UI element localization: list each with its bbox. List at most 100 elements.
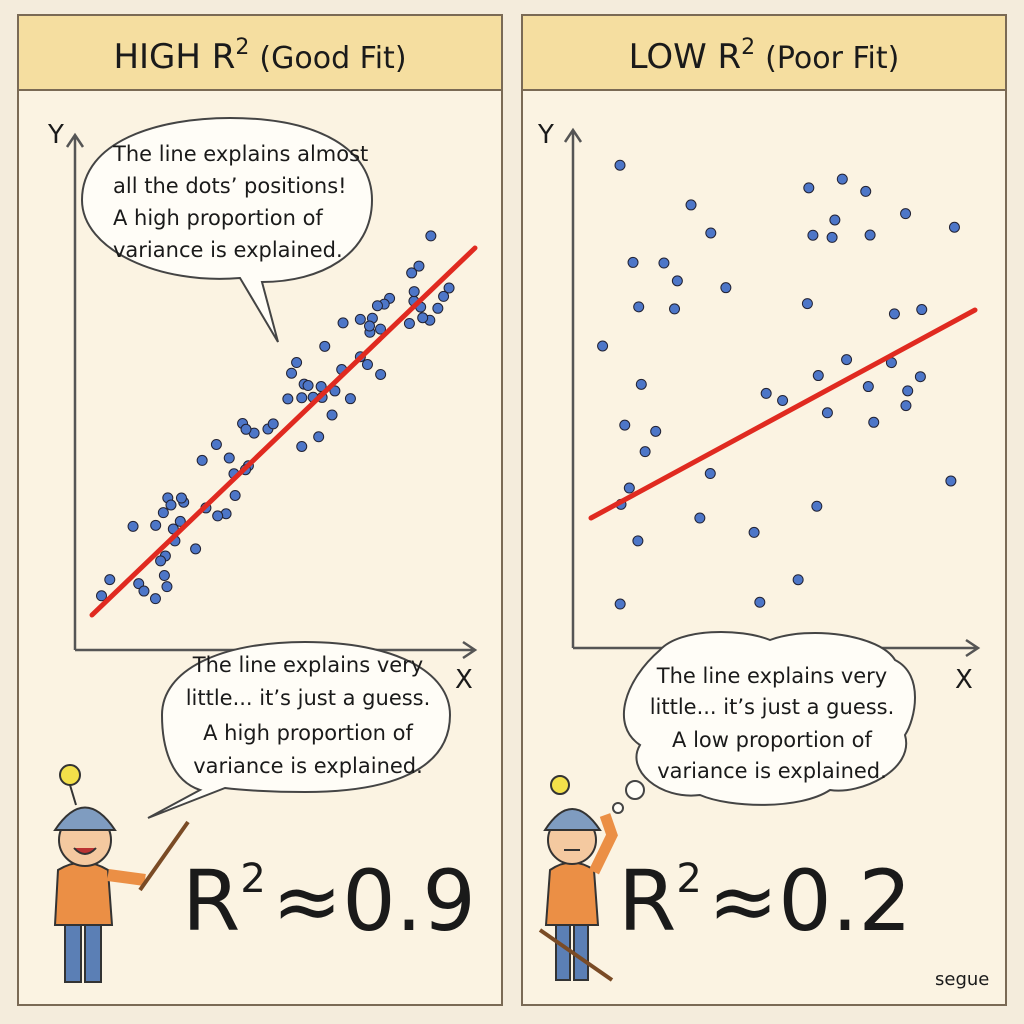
- arm: [589, 813, 618, 875]
- bubble-line: A low proportion of: [672, 728, 872, 752]
- leg: [573, 919, 589, 981]
- fit-line: [89, 245, 478, 618]
- dot: [888, 308, 900, 320]
- arm: [107, 869, 146, 886]
- dot: [658, 257, 670, 269]
- pointer: [138, 820, 190, 892]
- formula-value: ≈0.9: [272, 852, 476, 950]
- dot: [149, 593, 161, 605]
- dot: [302, 380, 314, 392]
- dot: [406, 267, 418, 279]
- bubble-line: little... it’s just a guess.: [186, 686, 431, 710]
- dot: [900, 208, 912, 220]
- dot: [157, 507, 169, 519]
- title-sup: 2: [741, 35, 755, 60]
- dot: [914, 371, 926, 383]
- dot: [860, 185, 872, 197]
- axes-left: [65, 132, 478, 660]
- dot: [811, 500, 823, 512]
- formula-sup: 2: [676, 856, 701, 902]
- panel-title: LOW R2 (Poor Fit): [629, 35, 900, 77]
- dot: [841, 354, 853, 366]
- formula-sup: 2: [240, 856, 265, 902]
- mouth: [73, 847, 97, 855]
- dot: [161, 581, 173, 593]
- dot: [807, 229, 819, 241]
- dot: [438, 290, 450, 302]
- dot: [361, 359, 373, 371]
- thought-dot: [625, 780, 645, 800]
- bubble-line: variance is explained.: [657, 759, 887, 783]
- dot: [614, 598, 626, 610]
- dot: [705, 227, 717, 239]
- dot: [364, 320, 376, 332]
- x-label: X: [455, 665, 473, 695]
- dot: [286, 367, 298, 379]
- formula-symbol: R: [618, 852, 676, 950]
- axes-right: [563, 127, 981, 658]
- y-label: Y: [47, 120, 64, 150]
- dot: [669, 303, 681, 315]
- panel-title: HIGH R2 (Good Fit): [113, 35, 406, 77]
- title-band: [521, 14, 1007, 91]
- helmet: [53, 806, 117, 831]
- dot: [948, 221, 960, 233]
- dot: [337, 317, 349, 329]
- speech-bubble: [80, 116, 374, 343]
- dot: [614, 159, 626, 171]
- dot: [812, 370, 824, 382]
- bubble-line: The line explains very: [656, 664, 888, 688]
- bubble-line: variance is explained.: [193, 754, 423, 778]
- dot: [240, 423, 252, 435]
- dot: [597, 340, 609, 352]
- dot: [127, 520, 139, 532]
- dot: [417, 312, 429, 324]
- dot: [329, 385, 341, 397]
- dot: [425, 230, 437, 242]
- dot: [374, 323, 386, 335]
- y-label: Y: [537, 120, 554, 150]
- dot: [138, 585, 150, 597]
- title-main: HIGH R: [113, 37, 235, 77]
- leg: [84, 919, 102, 983]
- torso: [53, 861, 114, 926]
- formula: R2≈0.2: [618, 852, 912, 950]
- dot: [902, 385, 914, 397]
- formula: R2≈0.9: [182, 852, 476, 950]
- dot: [267, 418, 279, 430]
- dot: [945, 475, 957, 487]
- dot: [639, 446, 651, 458]
- bubble-line: variance is explained.: [113, 238, 343, 262]
- dot: [760, 387, 772, 399]
- dot: [210, 438, 222, 450]
- dot: [623, 482, 635, 494]
- dot: [296, 440, 308, 452]
- axes: [65, 127, 981, 660]
- dot: [829, 214, 841, 226]
- dot: [344, 393, 356, 405]
- dot: [229, 489, 241, 501]
- dot: [868, 416, 880, 428]
- dot: [315, 381, 327, 393]
- dot: [104, 574, 116, 586]
- dot: [133, 578, 145, 590]
- dot: [821, 407, 833, 419]
- signature: segue: [935, 969, 989, 990]
- bulb: [550, 775, 570, 795]
- dot: [777, 394, 789, 406]
- dot: [632, 535, 644, 547]
- torso: [544, 861, 600, 926]
- stick: [538, 928, 614, 982]
- dot: [627, 256, 639, 268]
- dot: [826, 231, 838, 243]
- dot: [864, 229, 876, 241]
- wire: [69, 784, 77, 806]
- dot: [704, 468, 716, 480]
- thought-bubble: [623, 630, 916, 806]
- bubble-line: little... it’s just a guess.: [650, 695, 895, 719]
- dot: [291, 357, 303, 369]
- dot: [792, 574, 804, 586]
- bubble-text: The line explains almost all the dots’ p…: [112, 142, 894, 783]
- dot: [196, 454, 208, 466]
- dot: [150, 519, 162, 531]
